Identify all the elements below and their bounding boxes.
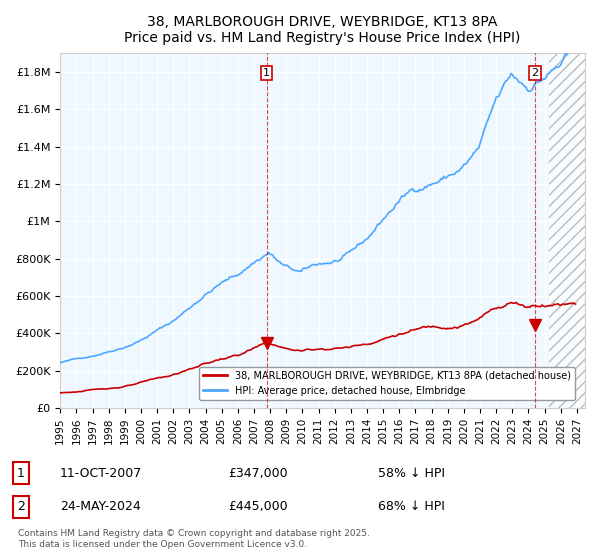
Text: 2: 2 [531,68,538,78]
Text: 24-MAY-2024: 24-MAY-2024 [60,500,141,514]
Bar [548,53,585,408]
Text: £347,000: £347,000 [228,466,287,480]
Text: £445,000: £445,000 [228,500,287,514]
Text: 68% ↓ HPI: 68% ↓ HPI [378,500,445,514]
Text: 2: 2 [17,500,25,514]
Text: 1: 1 [263,68,270,78]
Title: 38, MARLBOROUGH DRIVE, WEYBRIDGE, KT13 8PA
Price paid vs. HM Land Registry's Hou: 38, MARLBOROUGH DRIVE, WEYBRIDGE, KT13 8… [124,15,521,45]
Text: Contains HM Land Registry data © Crown copyright and database right 2025.
This d: Contains HM Land Registry data © Crown c… [18,529,370,549]
Text: 11-OCT-2007: 11-OCT-2007 [60,466,142,480]
Text: 58% ↓ HPI: 58% ↓ HPI [378,466,445,480]
Legend: 38, MARLBOROUGH DRIVE, WEYBRIDGE, KT13 8PA (detached house), HPI: Average price,: 38, MARLBOROUGH DRIVE, WEYBRIDGE, KT13 8… [199,367,575,400]
Text: 1: 1 [17,466,25,480]
Bar [548,53,585,408]
